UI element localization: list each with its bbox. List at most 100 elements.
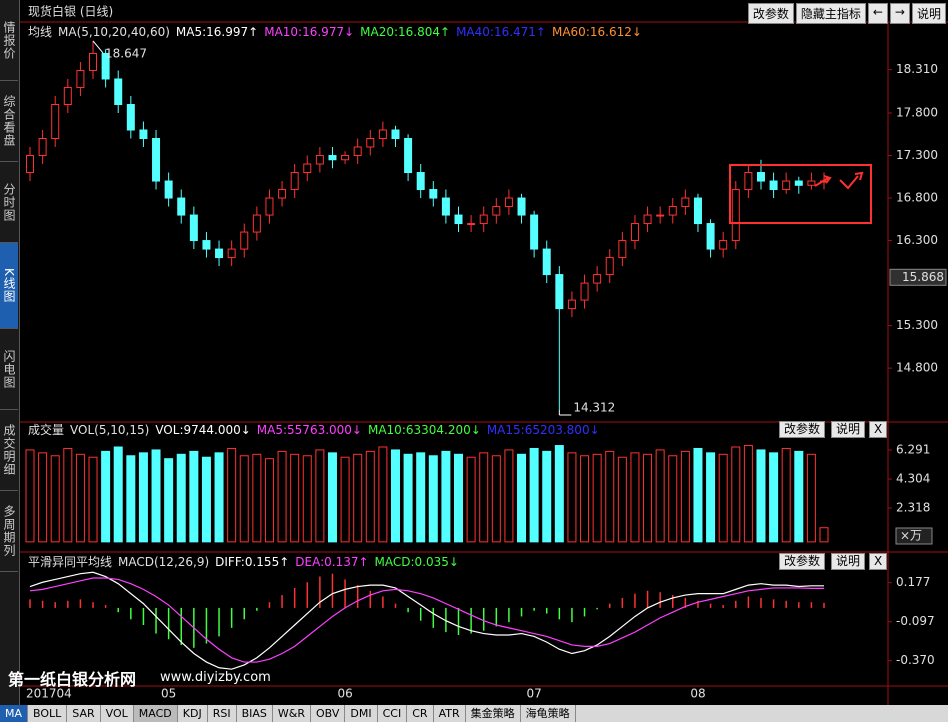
volume-bar (340, 456, 350, 543)
indicator-tab[interactable]: KDJ (178, 705, 208, 722)
candle-body (618, 240, 627, 259)
candle-body (693, 197, 702, 225)
indicator-tab[interactable]: W&R (273, 705, 311, 722)
volume-bar (239, 455, 249, 543)
side-tab[interactable]: K线图 (0, 243, 18, 329)
volume-bar (794, 450, 804, 543)
indicator-tab[interactable]: DMI (345, 705, 378, 722)
volume-bar (428, 455, 438, 543)
volume-bar (643, 453, 653, 543)
toolbar-button[interactable]: → (889, 3, 910, 24)
volume-bar (580, 455, 590, 543)
candle-body (353, 146, 362, 157)
toolbar-button[interactable]: 说明 (911, 3, 946, 24)
candle-body (668, 206, 677, 216)
volume-bar (189, 450, 199, 543)
candle-body (126, 103, 135, 131)
volume-bar (529, 447, 539, 543)
indicator-tab[interactable]: 海龟策略 (521, 705, 576, 722)
indicator-header: 均线 MA(5,10,20,40,60) MA5:16.997↑ MA10:16.97… (28, 25, 642, 39)
volume-bar (113, 446, 123, 543)
side-tab[interactable]: 成交明细 (0, 410, 18, 491)
side-tab[interactable]: 多周期列 (0, 491, 18, 572)
panel-button[interactable]: X (869, 421, 888, 438)
indicator-tab[interactable]: CCI (378, 705, 408, 722)
volume-bar (38, 452, 48, 543)
toolbar-button[interactable]: ← (867, 3, 888, 24)
indicator-label: MACD(12,26,9) (118, 555, 209, 569)
candle-body (177, 197, 186, 216)
volume-bar (277, 450, 287, 543)
y-tick-label: 6.291 (896, 443, 930, 457)
y-tick-label: 16.300 (896, 233, 938, 247)
x-tick-label: 07 (526, 687, 541, 701)
indicator-tab[interactable]: BIAS (237, 705, 273, 722)
side-tab[interactable]: 分时图 (0, 162, 18, 243)
y-tick-label: 4.304 (896, 472, 930, 486)
y-tick-label: -0.370 (896, 653, 935, 667)
panel-button[interactable]: 改参数 (779, 553, 826, 570)
high-pointer (92, 40, 104, 54)
candle-body (391, 129, 400, 140)
volume-bar (743, 445, 753, 543)
candle-body (189, 214, 198, 242)
indicator-tab[interactable]: RSI (208, 705, 237, 722)
candle-body (227, 248, 236, 259)
price-tag (889, 268, 947, 286)
side-tab[interactable]: 情报价 (0, 0, 18, 81)
indicator-label: VOL:9744.000↓ (155, 423, 250, 437)
candle-body (479, 214, 488, 225)
indicator-tab[interactable]: MA (0, 705, 29, 722)
indicator-label: MA20:16.804↑ (360, 25, 450, 39)
candle-body (76, 69, 85, 88)
indicator-label: MA10:16.977↓ (264, 25, 354, 39)
indicator-tab[interactable]: BOLL (28, 705, 68, 722)
panel-button[interactable]: X (869, 553, 888, 570)
indicator-tab[interactable]: VOL (101, 705, 134, 722)
macd-line (29, 571, 824, 670)
candle-body (26, 155, 34, 174)
volume-bar (567, 452, 577, 543)
indicator-tab[interactable]: MACD (133, 705, 178, 722)
volume-bar (806, 453, 816, 543)
panel-button[interactable]: 改参数 (779, 421, 826, 438)
y-tick-label: 14.800 (896, 361, 938, 375)
indicator-tab[interactable]: ATR (434, 705, 466, 722)
candle-body (63, 86, 72, 105)
indicator-tab[interactable]: CR (407, 705, 434, 722)
volume-bar (63, 447, 73, 543)
candle-body (164, 180, 173, 199)
volume-bar (151, 449, 161, 543)
indicator-tab[interactable]: OBV (311, 705, 346, 722)
unit-label: ×万 (900, 529, 922, 543)
volume-bar (416, 452, 426, 543)
volume-bar (75, 453, 85, 543)
candle-body (152, 138, 161, 182)
volume-bar (353, 453, 363, 543)
low-label: 14.312 (573, 401, 615, 415)
volume-bar (138, 452, 148, 543)
candle-body (328, 155, 337, 161)
volume-bar (706, 452, 716, 543)
candle-body (290, 172, 299, 191)
volume-bar (227, 447, 237, 543)
candle-body (782, 180, 791, 191)
volume-bar (403, 453, 413, 543)
toolbar-button[interactable]: 隐藏主指标 (795, 3, 866, 24)
volume-bar (491, 455, 501, 543)
panel-button[interactable]: 说明 (831, 421, 866, 438)
panel-button[interactable]: 说明 (831, 553, 866, 570)
candle-body (429, 189, 438, 199)
volume-bar (680, 450, 690, 543)
candle-body (114, 78, 123, 105)
candle-body (681, 197, 690, 208)
toolbar-button[interactable]: 改参数 (747, 3, 794, 24)
indicator-tab[interactable]: 集金策略 (466, 705, 521, 722)
side-tab[interactable]: 闪电图 (0, 329, 18, 410)
side-tab[interactable]: 综合看盘 (0, 81, 18, 162)
y-tick-label: 17.300 (896, 148, 938, 162)
candle-body (303, 163, 312, 174)
indicator-tab[interactable]: SAR (67, 705, 101, 722)
candle-body (605, 257, 614, 276)
indicator-label: DEA:0.137↑ (295, 555, 368, 569)
